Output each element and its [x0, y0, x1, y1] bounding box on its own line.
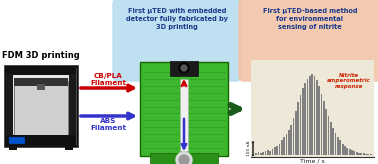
FancyBboxPatch shape — [113, 0, 241, 81]
Bar — [346, 148, 348, 155]
Bar — [335, 133, 336, 155]
X-axis label: Time / s: Time / s — [301, 159, 325, 164]
Bar — [330, 123, 332, 155]
Bar — [295, 111, 297, 155]
Bar — [342, 144, 344, 155]
Text: First μTED with embedded
detector fully fabricated by
3D printing: First μTED with embedded detector fully … — [126, 8, 228, 30]
Bar — [325, 109, 327, 155]
Text: CB/PLA
Filament: CB/PLA Filament — [90, 73, 126, 86]
Bar — [304, 83, 306, 155]
Bar — [267, 150, 269, 155]
Bar — [337, 137, 339, 155]
Bar — [307, 79, 308, 155]
Bar — [283, 137, 285, 155]
Bar — [279, 144, 280, 155]
Bar — [255, 153, 257, 155]
Bar — [332, 128, 334, 155]
Bar — [365, 154, 367, 155]
FancyBboxPatch shape — [239, 0, 378, 81]
Text: ABS
Filament: ABS Filament — [90, 118, 126, 131]
Text: FDM 3D printing: FDM 3D printing — [2, 51, 80, 60]
Bar — [150, 153, 218, 164]
Bar — [339, 141, 341, 155]
Bar — [14, 78, 68, 86]
Bar — [265, 151, 266, 155]
Bar — [351, 150, 353, 155]
Bar — [328, 116, 330, 155]
Bar — [353, 151, 355, 155]
Bar — [14, 81, 68, 136]
Bar — [65, 145, 73, 150]
Bar — [356, 152, 358, 155]
Bar — [370, 154, 372, 155]
Circle shape — [179, 63, 189, 73]
Bar — [5, 66, 77, 146]
Bar — [367, 154, 369, 155]
Bar — [6, 135, 76, 146]
Bar — [269, 151, 271, 155]
Bar — [302, 89, 304, 155]
Bar — [271, 149, 273, 155]
Bar — [260, 153, 262, 155]
Bar — [318, 86, 320, 155]
Bar — [170, 61, 198, 76]
Circle shape — [179, 155, 189, 164]
Bar — [300, 95, 301, 155]
Bar — [349, 149, 350, 155]
Bar — [9, 145, 17, 150]
Bar — [69, 74, 76, 136]
Bar — [293, 118, 294, 155]
Bar — [274, 147, 276, 155]
Bar — [257, 152, 259, 155]
Bar — [297, 102, 299, 155]
Bar — [321, 94, 322, 155]
Circle shape — [181, 65, 187, 71]
Circle shape — [176, 152, 192, 164]
Bar — [286, 134, 287, 155]
Bar — [37, 84, 45, 90]
Bar — [363, 153, 364, 155]
Bar — [309, 76, 311, 155]
Bar — [358, 153, 360, 155]
Bar — [314, 76, 315, 155]
Bar — [140, 62, 228, 156]
Bar — [9, 137, 25, 144]
Text: Nitrite
amperometric
response: Nitrite amperometric response — [327, 73, 371, 89]
Bar — [361, 153, 362, 155]
Bar — [311, 74, 313, 155]
Bar — [290, 125, 292, 155]
Bar — [288, 130, 290, 155]
Bar — [262, 152, 264, 155]
Text: 100 nA: 100 nA — [247, 141, 251, 156]
Text: First μTED-based method
for environmental
sensing of nitrite: First μTED-based method for environmenta… — [263, 8, 357, 30]
Bar — [6, 74, 13, 136]
Bar — [316, 80, 318, 155]
Bar — [180, 79, 188, 151]
Bar — [6, 66, 76, 75]
Bar — [276, 146, 278, 155]
Bar — [344, 146, 346, 155]
Bar — [281, 141, 283, 155]
Bar — [323, 101, 325, 155]
